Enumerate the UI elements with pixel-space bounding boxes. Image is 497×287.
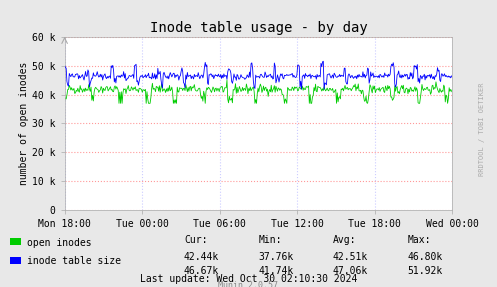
Text: 51.92k: 51.92k [408, 266, 443, 276]
Text: Cur:: Cur: [184, 235, 207, 245]
Text: Max:: Max: [408, 235, 431, 245]
Text: 42.51k: 42.51k [333, 252, 368, 262]
Y-axis label: number of open inodes: number of open inodes [19, 62, 29, 185]
Text: 42.44k: 42.44k [184, 252, 219, 262]
Text: 37.76k: 37.76k [258, 252, 294, 262]
Text: 46.80k: 46.80k [408, 252, 443, 262]
Text: inode table size: inode table size [27, 256, 121, 266]
Text: 46.67k: 46.67k [184, 266, 219, 276]
Text: Avg:: Avg: [333, 235, 356, 245]
Text: open inodes: open inodes [27, 238, 92, 247]
Text: 41.74k: 41.74k [258, 266, 294, 276]
Text: Min:: Min: [258, 235, 282, 245]
Text: 47.06k: 47.06k [333, 266, 368, 276]
Text: Munin 2.0.57: Munin 2.0.57 [219, 281, 278, 287]
Text: RRDTOOL / TOBI OETIKER: RRDTOOL / TOBI OETIKER [479, 82, 485, 176]
Text: Last update: Wed Oct 30 02:10:30 2024: Last update: Wed Oct 30 02:10:30 2024 [140, 274, 357, 284]
Title: Inode table usage - by day: Inode table usage - by day [150, 21, 367, 35]
